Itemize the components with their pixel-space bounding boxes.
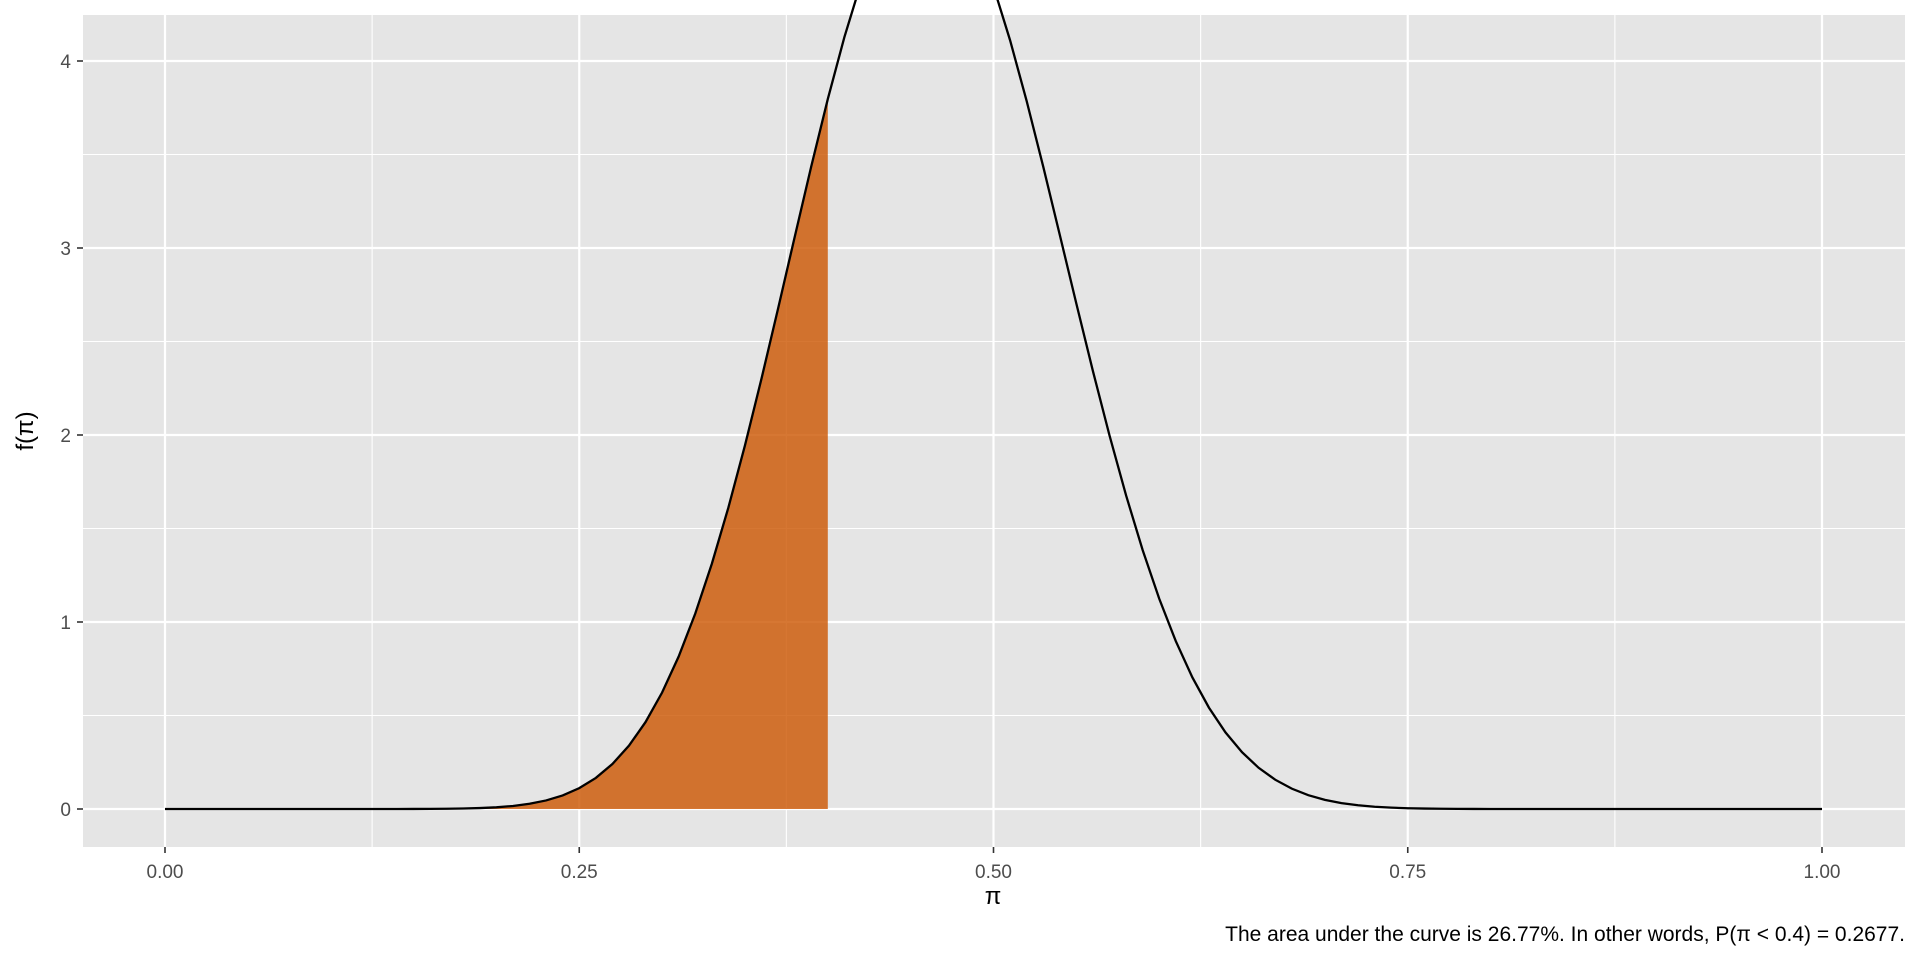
x-tick-label: 0.00	[147, 862, 184, 883]
major-gridlines	[83, 15, 1905, 847]
x-tick-label: 0.75	[1389, 862, 1426, 883]
y-axis-ticks: 0 1 2 3 4	[60, 52, 83, 821]
y-tick-label: 3	[60, 239, 71, 260]
caption: The area under the curve is 26.77%. In o…	[1225, 923, 1905, 946]
x-axis-title: π	[985, 883, 1002, 910]
shaded-area	[165, 99, 828, 809]
y-tick-label: 0	[60, 800, 71, 821]
x-tick-label: 0.50	[975, 862, 1012, 883]
x-tick-label: 0.25	[561, 862, 598, 883]
y-tick-label: 4	[60, 52, 71, 73]
y-tick-label: 1	[60, 613, 71, 634]
density-curve	[165, 0, 1822, 811]
y-axis-title: f(π)	[12, 411, 39, 450]
x-tick-label: 1.00	[1804, 862, 1841, 883]
y-tick-label: 2	[60, 426, 71, 447]
x-axis-ticks: 0.00 0.25 0.50 0.75 1.00	[147, 847, 1841, 883]
